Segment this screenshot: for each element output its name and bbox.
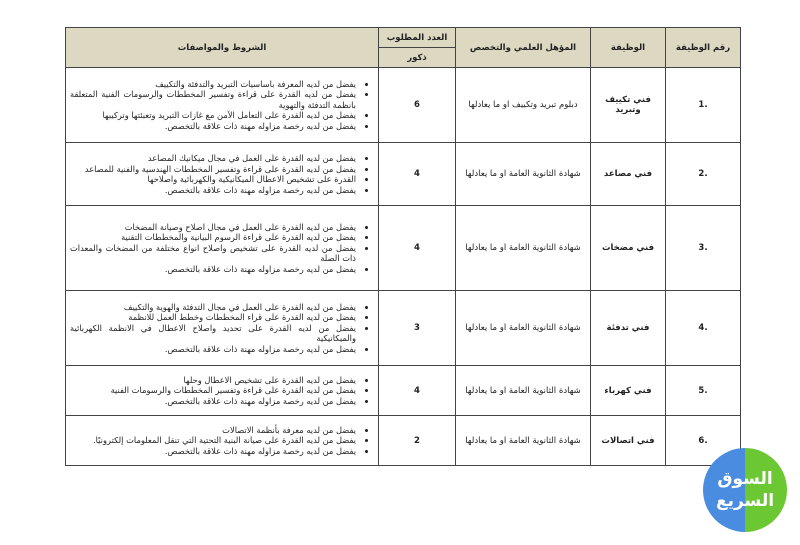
logo: السوق السريع xyxy=(703,448,787,532)
condition-item: يفضل من لديه القدرة على التعامل الآمن مع… xyxy=(70,110,356,121)
table-row: .1 فني تكييف وتبريد دبلوم تبريد وتكييف او … xyxy=(65,67,741,143)
table-row: .5 فني كهرباء شهادة الثانوية العامة او ما … xyxy=(65,365,741,416)
job-qualification: شهادة الثانوية العامة او ما يعادلها xyxy=(455,415,591,466)
table-row: .6 فني اتصالات شهادة الثانوية العامة او ما… xyxy=(65,415,741,466)
job-qualification: شهادة الثانوية العامة او ما يعادلها xyxy=(455,142,591,206)
condition-item: يفضل من لديه القدرة على العمل في مجال مي… xyxy=(70,153,356,164)
condition-item: يفضل من لديه القدرة على تحديد واصلاح الا… xyxy=(70,323,356,344)
table-row: .3 فني مضخات شهادة الثانوية العامة او ما ي… xyxy=(65,205,741,291)
job-count: 3 xyxy=(378,290,456,366)
condition-item: يفضل من لديه رخصة مزاوله مهنة ذات علاقة … xyxy=(70,185,356,196)
logo-line1: السوق xyxy=(717,469,773,489)
condition-item: يفضل من لديه القدرة على العمل في مجال اص… xyxy=(70,222,356,233)
table-row: .4 فني تدفئة شهادة الثانوية العامة او ما ي… xyxy=(65,290,741,366)
condition-item: يفضل من لديه رخصة مزاوله مهنة ذات علاقة … xyxy=(70,446,356,457)
job-number: .3 xyxy=(665,205,741,291)
job-title: فني تكييف وتبريد xyxy=(590,67,666,143)
condition-item: يفضل من لديه معرفة بأنظمة الاتصالات xyxy=(70,425,356,436)
job-conditions: يفضل من لديه القدرة على العمل في مجال ال… xyxy=(65,290,379,366)
header-count: العدد المطلوب xyxy=(378,27,456,48)
job-count: 4 xyxy=(378,205,456,291)
header-qualification: المؤهل العلمي والتخصص xyxy=(455,27,591,68)
condition-item: يفضل من لديه القدرة على قراءة الرسوم الب… xyxy=(70,232,356,243)
header-number: رقم الوظيفة xyxy=(665,27,741,68)
job-number: .1 xyxy=(665,67,741,143)
table-row: .2 فني مصاعد شهادة الثانوية العامة او ما ي… xyxy=(65,142,741,206)
job-conditions: يفضل من لديه معرفة بأنظمة الاتصالاتيفضل … xyxy=(65,415,379,466)
job-title: فني كهرباء xyxy=(590,365,666,416)
job-conditions: يفضل من لديه القدرة على العمل في مجال مي… xyxy=(65,142,379,206)
job-number: .2 xyxy=(665,142,741,206)
header-job: الوظيفة xyxy=(590,27,666,68)
condition-item: يفضل من لديه القدرة على قراءة وتفسير الم… xyxy=(70,385,356,396)
condition-item: يفضل من لديه القدرة على العمل في مجال ال… xyxy=(70,302,356,313)
header-conditions: الشروط والمواصفات xyxy=(65,27,379,68)
condition-item: يفضل من لديه القدرة على قراءة وتفسير الم… xyxy=(70,89,356,110)
condition-item: يفضل من لديه رخصة مزاوله مهنة ذات علاقة … xyxy=(70,344,356,355)
condition-item: يفضل من لديه رخصة مزاوله مهنة ذات علاقة … xyxy=(70,264,356,275)
condition-item: يفضل من لديه القدرة على قراءة وتفسير الم… xyxy=(70,164,356,175)
job-qualification: دبلوم تبريد وتكييف او ما يعادلها xyxy=(455,67,591,143)
condition-item: القدرة على تشخيص الاعطال الميكانيكية وال… xyxy=(70,174,356,185)
condition-item: يفضل من لديه رخصة مزاوله مهنة ذات علاقة … xyxy=(70,396,356,407)
job-count: 4 xyxy=(378,365,456,416)
job-title: فني مصاعد xyxy=(590,142,666,206)
job-qualification: شهادة الثانوية العامة او ما يعادلها xyxy=(455,290,591,366)
condition-item: يفضل من لديه القدرة على صيانة البنية الت… xyxy=(70,435,356,446)
job-title: فني اتصالات xyxy=(590,415,666,466)
job-count: 2 xyxy=(378,415,456,466)
condition-item: يفضل من لديه القدرة على تشخيص واصلاح انو… xyxy=(70,243,356,264)
job-conditions: يفضل من لديه المعرفة باساسيات التبريد وا… xyxy=(65,67,379,143)
job-qualification: شهادة الثانوية العامة او ما يعادلها xyxy=(455,205,591,291)
job-count: 4 xyxy=(378,142,456,206)
job-title: فني مضخات xyxy=(590,205,666,291)
condition-item: يفضل من لديه القدرة على قراء المخططات وخ… xyxy=(70,312,356,323)
jobs-table: رقم الوظيفة الوظيفة المؤهل العلمي والتخص… xyxy=(65,27,741,466)
job-conditions: يفضل من لديه القدرة على تشخيص الاعطال وح… xyxy=(65,365,379,416)
job-conditions: يفضل من لديه القدرة على العمل في مجال اص… xyxy=(65,205,379,291)
job-qualification: شهادة الثانوية العامة او ما يعادلها xyxy=(455,365,591,416)
job-count: 6 xyxy=(378,67,456,143)
logo-line2: السريع xyxy=(715,491,775,511)
job-number: .5 xyxy=(665,365,741,416)
condition-item: يفضل من لديه القدرة على تشخيص الاعطال وح… xyxy=(70,375,356,386)
condition-item: يفضل من لديه رخصة مزاوله مهنة ذات علاقة … xyxy=(70,121,356,132)
job-number: .4 xyxy=(665,290,741,366)
header-count-males: ذكور xyxy=(378,47,456,68)
job-title: فني تدفئة xyxy=(590,290,666,366)
condition-item: يفضل من لديه المعرفة باساسيات التبريد وا… xyxy=(70,79,356,90)
